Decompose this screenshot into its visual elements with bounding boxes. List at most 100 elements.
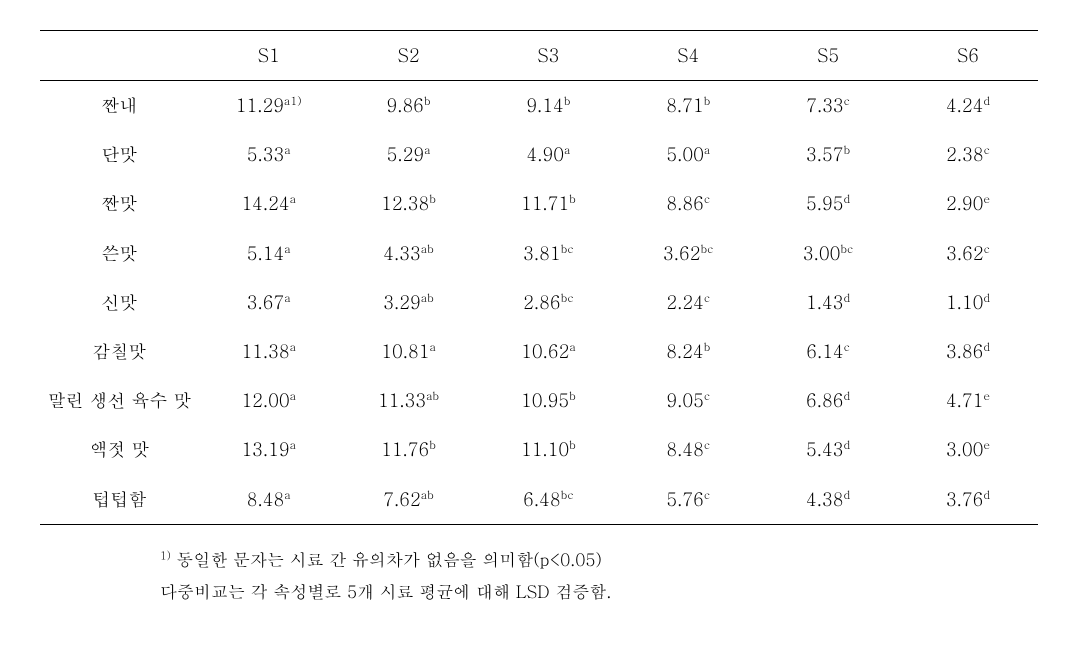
data-cell: 10.95b xyxy=(478,376,618,425)
header-row: S1 S2 S3 S4 S5 S6 xyxy=(40,31,1038,81)
cell-value-wrap: 3.81bc xyxy=(523,241,574,266)
cell-value: 5.76 xyxy=(666,487,703,512)
cell-sup: bc xyxy=(561,487,574,503)
cell-value: 5.14 xyxy=(247,241,284,266)
cell-sup: c xyxy=(844,93,850,109)
header-s5: S5 xyxy=(758,31,898,81)
cell-sup: d xyxy=(983,93,990,109)
cell-value: 6.14 xyxy=(806,339,843,364)
cell-value-wrap: 3.00bc xyxy=(803,241,854,266)
header-blank xyxy=(40,31,199,81)
cell-sup: d xyxy=(983,339,990,355)
data-cell: 6.14c xyxy=(758,327,898,376)
row-label: 감칠맛 xyxy=(40,327,199,376)
table-row: 단맛5.33a5.29a4.90a5.00a3.57b2.38c xyxy=(40,130,1038,179)
cell-sup: a xyxy=(290,437,296,453)
cell-value-wrap: 8.48c xyxy=(666,437,710,462)
data-table: S1 S2 S3 S4 S5 S6 짠내11.29a1)9.86b9.14b8.… xyxy=(40,30,1038,525)
cell-value-wrap: 5.33a xyxy=(247,142,291,167)
cell-sup: bc xyxy=(840,241,853,257)
table-row: 텁텁함8.48a7.62ab6.48bc5.76c4.38d3.76d xyxy=(40,475,1038,525)
data-cell: 8.86c xyxy=(618,179,758,228)
header-s2: S2 xyxy=(339,31,479,81)
cell-sup: e xyxy=(983,437,990,453)
cell-value: 11.33 xyxy=(378,388,426,413)
cell-sup: b xyxy=(843,142,850,158)
table-row: 신맛3.67a3.29ab2.86bc2.24c1.43d1.10d xyxy=(40,278,1038,327)
cell-value-wrap: 4.24d xyxy=(946,93,990,118)
footnotes: 1) 동일한 문자는 시료 간 유의차가 없음을 의미함(p<0.05) 다중비… xyxy=(40,543,1038,608)
data-cell: 8.48c xyxy=(618,425,758,474)
cell-sup: a xyxy=(704,142,710,158)
data-cell: 8.24b xyxy=(618,327,758,376)
cell-value: 3.29 xyxy=(383,290,420,315)
data-cell: 3.62c xyxy=(898,229,1038,278)
table-header: S1 S2 S3 S4 S5 S6 xyxy=(40,31,1038,81)
header-s4: S4 xyxy=(618,31,758,81)
data-cell: 1.43d xyxy=(758,278,898,327)
data-cell: 4.71e xyxy=(898,376,1038,425)
cell-sup: d xyxy=(843,388,850,404)
row-label: 짠내 xyxy=(40,81,199,131)
row-label: 액젓 맛 xyxy=(40,425,199,474)
data-cell: 7.33c xyxy=(758,81,898,131)
cell-value-wrap: 3.76d xyxy=(946,487,990,512)
cell-sup: d xyxy=(983,290,990,306)
cell-value-wrap: 3.62c xyxy=(946,241,990,266)
cell-value-wrap: 4.71e xyxy=(946,388,990,413)
data-cell: 4.33ab xyxy=(339,229,479,278)
table-row: 감칠맛11.38a10.81a10.62a8.24b6.14c3.86d xyxy=(40,327,1038,376)
cell-value-wrap: 3.86d xyxy=(946,339,990,364)
cell-value: 5.29 xyxy=(387,142,424,167)
cell-value-wrap: 11.71b xyxy=(521,191,576,216)
data-cell: 11.38a xyxy=(199,327,339,376)
cell-value-wrap: 3.67a xyxy=(247,290,291,315)
cell-value: 2.86 xyxy=(523,290,560,315)
data-cell: 11.33ab xyxy=(339,376,479,425)
data-cell: 12.00a xyxy=(199,376,339,425)
data-cell: 4.24d xyxy=(898,81,1038,131)
cell-value: 2.90 xyxy=(946,191,983,216)
cell-sup: a xyxy=(290,339,296,355)
cell-sup: b xyxy=(424,93,431,109)
cell-sup: d xyxy=(843,437,850,453)
cell-value: 3.62 xyxy=(946,241,983,266)
cell-value: 7.62 xyxy=(383,487,420,512)
header-s6: S6 xyxy=(898,31,1038,81)
cell-value: 9.86 xyxy=(386,93,423,118)
cell-sup: b xyxy=(569,388,576,404)
cell-value: 8.48 xyxy=(666,437,703,462)
cell-value: 8.48 xyxy=(247,487,284,512)
cell-sup: c xyxy=(704,487,710,503)
cell-sup: c xyxy=(704,191,710,207)
row-label: 쓴맛 xyxy=(40,229,199,278)
cell-value: 2.38 xyxy=(946,142,983,167)
cell-value-wrap: 8.48a xyxy=(247,487,291,512)
cell-sup: c xyxy=(984,142,990,158)
cell-sup: a xyxy=(284,142,290,158)
data-cell: 2.38c xyxy=(898,130,1038,179)
row-label: 텁텁함 xyxy=(40,475,199,525)
cell-value: 3.67 xyxy=(247,290,284,315)
data-cell: 3.76d xyxy=(898,475,1038,525)
row-label: 짠맛 xyxy=(40,179,199,228)
cell-value: 8.71 xyxy=(666,93,703,118)
cell-value: 4.24 xyxy=(946,93,983,118)
header-s1: S1 xyxy=(199,31,339,81)
data-cell: 7.62ab xyxy=(339,475,479,525)
cell-value-wrap: 1.10d xyxy=(946,290,990,315)
cell-value-wrap: 11.38a xyxy=(241,339,296,364)
cell-value-wrap: 2.90e xyxy=(946,191,990,216)
row-label: 신맛 xyxy=(40,278,199,327)
cell-value: 4.71 xyxy=(946,388,983,413)
cell-value: 5.33 xyxy=(247,142,284,167)
cell-sup: c xyxy=(704,437,710,453)
data-cell: 3.86d xyxy=(898,327,1038,376)
data-cell: 3.29ab xyxy=(339,278,479,327)
cell-sup: d xyxy=(843,191,850,207)
cell-value-wrap: 7.62ab xyxy=(383,487,434,512)
cell-sup: e xyxy=(983,191,990,207)
cell-sup: ab xyxy=(426,388,439,404)
data-cell: 9.14b xyxy=(478,81,618,131)
data-cell: 3.00bc xyxy=(758,229,898,278)
